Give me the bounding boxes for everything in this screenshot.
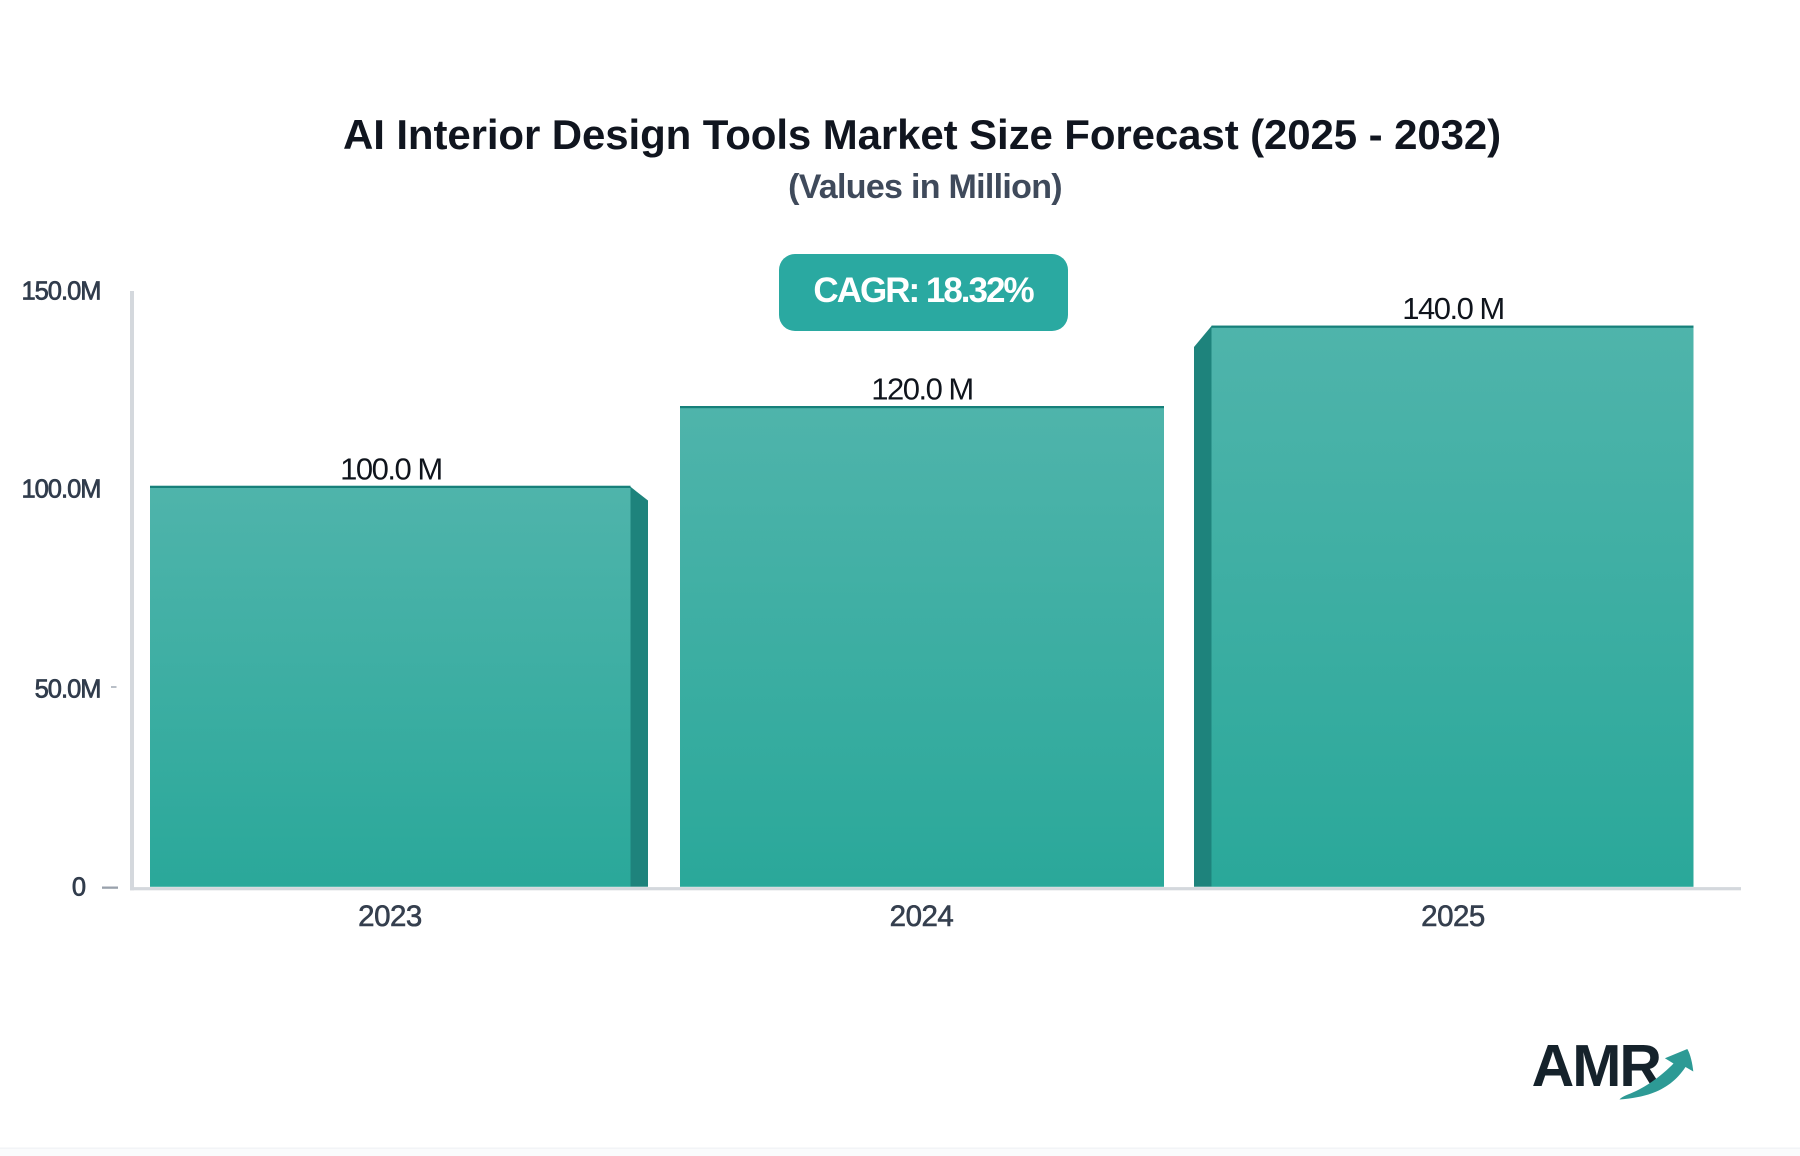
svg-text:120.0 M: 120.0 M: [871, 372, 973, 407]
svg-text:150.0M: 150.0M: [21, 277, 100, 305]
svg-text:CAGR: 18.32%: CAGR: 18.32%: [813, 271, 1034, 310]
svg-text:100.0 M: 100.0 M: [340, 451, 442, 486]
svg-text:(Values in Million): (Values in Million): [788, 168, 1062, 206]
svg-text:2025: 2025: [1421, 900, 1485, 933]
svg-text:2024: 2024: [890, 900, 954, 933]
svg-text:0: 0: [72, 874, 86, 902]
svg-text:AMR: AMR: [1532, 1033, 1662, 1099]
svg-text:2023: 2023: [358, 900, 422, 933]
svg-text:AI Interior Design Tools Marke: AI Interior Design Tools Market Size For…: [343, 111, 1501, 158]
svg-text:50.0M: 50.0M: [35, 675, 101, 703]
svg-text:140.0 M: 140.0 M: [1402, 291, 1504, 326]
svg-text:100.0M: 100.0M: [21, 475, 100, 503]
